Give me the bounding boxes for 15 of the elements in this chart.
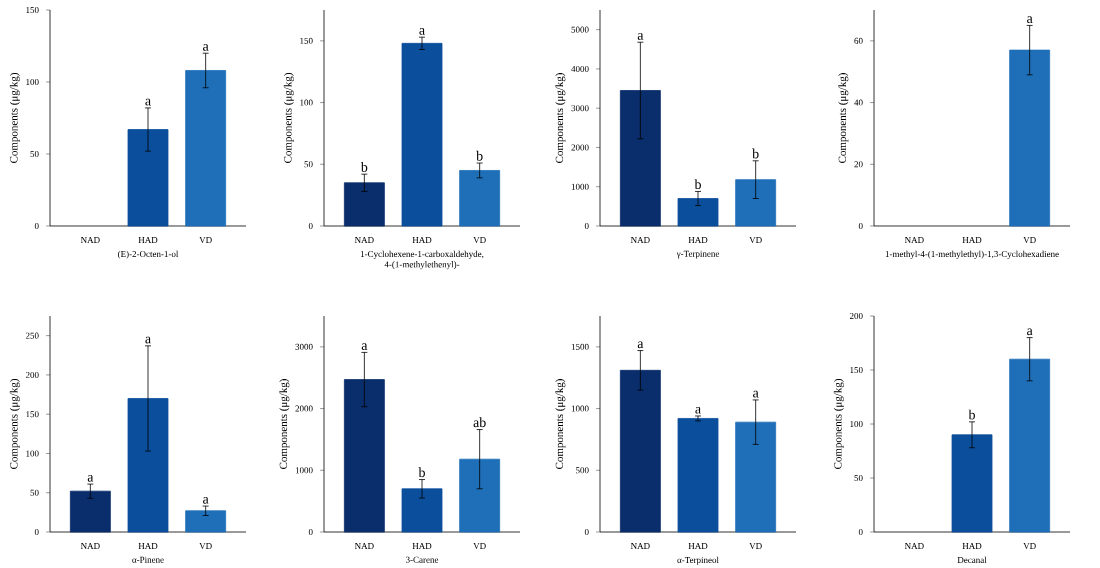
- bar: [677, 198, 719, 227]
- bar: [735, 421, 777, 533]
- bar: [619, 369, 661, 533]
- bar: [401, 42, 443, 227]
- bar: [735, 179, 777, 227]
- bar: [619, 90, 661, 227]
- bar: [69, 490, 111, 533]
- bar: [343, 182, 385, 227]
- bar: [401, 488, 443, 533]
- bar: [343, 379, 385, 533]
- bar: [185, 510, 227, 533]
- bar: [459, 458, 501, 533]
- bar: [459, 170, 501, 227]
- bar: [127, 398, 169, 533]
- bar: [677, 418, 719, 533]
